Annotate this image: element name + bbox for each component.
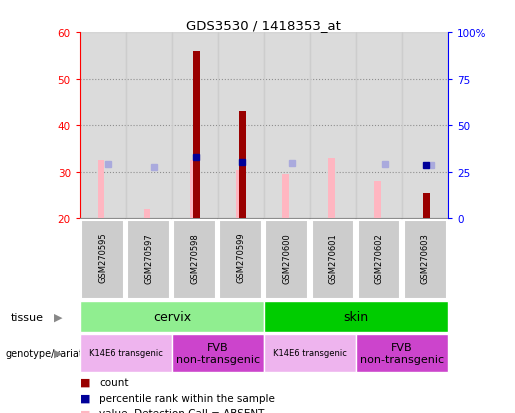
Text: ■: ■	[80, 377, 90, 387]
Bar	[172, 33, 218, 219]
Bar	[236, 170, 243, 219]
Text: genotype/variation: genotype/variation	[5, 348, 98, 358]
Bar	[264, 33, 310, 219]
Bar	[239, 112, 246, 219]
Text: GSM270599: GSM270599	[236, 232, 246, 283]
Text: value, Detection Call = ABSENT: value, Detection Call = ABSENT	[99, 408, 265, 413]
Text: ■: ■	[80, 408, 90, 413]
Text: GSM270597: GSM270597	[144, 232, 153, 283]
Bar	[356, 33, 402, 219]
Text: GSM270602: GSM270602	[374, 232, 384, 283]
Bar	[374, 182, 381, 219]
Bar	[144, 210, 150, 219]
Bar	[282, 175, 288, 219]
Bar	[310, 33, 356, 219]
Text: tissue: tissue	[10, 312, 43, 322]
Text: GSM270603: GSM270603	[421, 232, 430, 283]
Text: ▶: ▶	[54, 312, 63, 322]
Bar	[328, 159, 335, 219]
Text: skin: skin	[344, 311, 369, 323]
Text: FVB
non-transgenic: FVB non-transgenic	[176, 342, 260, 364]
Text: cervix: cervix	[153, 311, 191, 323]
Text: percentile rank within the sample: percentile rank within the sample	[99, 393, 276, 403]
Text: count: count	[99, 377, 129, 387]
Title: GDS3530 / 1418353_at: GDS3530 / 1418353_at	[186, 19, 341, 32]
Text: GSM270600: GSM270600	[282, 232, 291, 283]
Bar	[218, 33, 264, 219]
Bar	[423, 193, 430, 219]
Bar	[97, 161, 105, 219]
Bar	[190, 161, 197, 219]
Text: K14E6 transgenic: K14E6 transgenic	[89, 349, 163, 358]
Text: FVB
non-transgenic: FVB non-transgenic	[360, 342, 444, 364]
Text: K14E6 transgenic: K14E6 transgenic	[273, 349, 347, 358]
Bar	[80, 33, 126, 219]
Bar	[402, 33, 448, 219]
Bar	[126, 33, 172, 219]
Text: GSM270595: GSM270595	[98, 232, 107, 283]
Text: ■: ■	[80, 393, 90, 403]
Bar	[193, 52, 200, 219]
Text: GSM270601: GSM270601	[329, 232, 337, 283]
Text: ▶: ▶	[54, 348, 63, 358]
Text: GSM270598: GSM270598	[191, 232, 199, 283]
